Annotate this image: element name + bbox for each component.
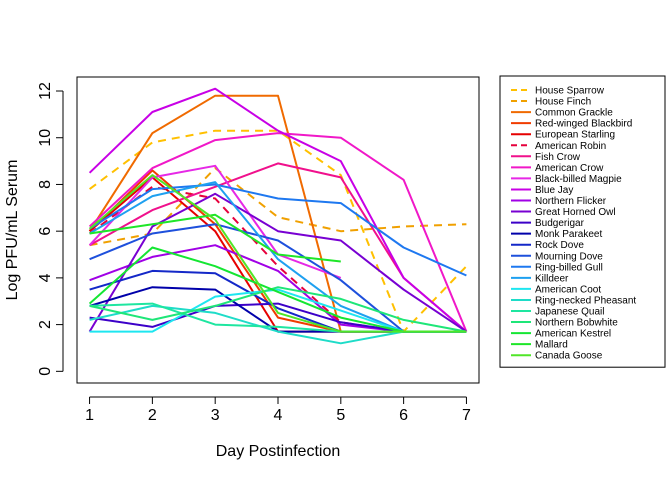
series-line-canada-goose <box>88 174 467 333</box>
legend-label-fish-crow: Fish Crow <box>535 152 581 163</box>
series-line-mallard <box>89 213 341 263</box>
series-line-american-crow <box>88 132 468 332</box>
y-tick-label: 8 <box>37 180 54 189</box>
legend-label-rock-dove: Rock Dove <box>535 240 584 251</box>
legend-label-japanese-quail: Japanese Quail <box>535 307 605 318</box>
legend-label-american-crow: American Crow <box>535 163 604 174</box>
legend-label-canada-goose: Canada Goose <box>535 351 603 362</box>
legend-label-red-winged-blackbird: Red-winged Blackbird <box>535 119 632 130</box>
legend-label-american-kestrel: American Kestrel <box>535 329 611 340</box>
y-axis-title: Log PFU/mL Serum <box>4 160 21 301</box>
series-line-great-horned-owl <box>88 192 467 333</box>
legend-label-european-starling: European Starling <box>535 130 615 141</box>
series-line-blue-jay <box>88 87 468 333</box>
legend-label-northern-bobwhite: Northern Bobwhite <box>535 318 618 329</box>
legend-label-killdeer: Killdeer <box>535 273 569 284</box>
legend-label-american-coot: American Coot <box>535 284 601 295</box>
legend-label-ring-billed-gull: Ring-billed Gull <box>535 262 603 273</box>
x-tick-label: 6 <box>399 407 408 424</box>
legend-box <box>499 75 666 368</box>
legend-label-northern-flicker: Northern Flicker <box>535 196 607 207</box>
series-line-ring-billed-gull <box>89 183 467 277</box>
legend-label-house-sparrow: House Sparrow <box>535 86 605 97</box>
legend-label-blue-jay: Blue Jay <box>535 185 573 196</box>
legend-label-ring-necked-pheasant: Ring-necked Pheasant <box>535 295 636 306</box>
x-tick-label: 5 <box>336 407 345 424</box>
x-tick-label: 3 <box>211 407 220 424</box>
legend-label-budgerigar: Budgerigar <box>535 218 585 229</box>
legend-label-house-finch: House Finch <box>535 97 591 108</box>
y-tick-label: 2 <box>37 320 54 329</box>
legend-label-common-grackle: Common Grackle <box>535 108 613 119</box>
legend-label-mallard: Mallard <box>535 340 568 351</box>
y-tick-label: 0 <box>37 367 54 376</box>
y-tick-label: 10 <box>37 129 54 147</box>
plot-box <box>76 76 480 384</box>
legend-label-american-robin: American Robin <box>535 141 606 152</box>
y-tick-label: 4 <box>37 273 54 282</box>
legend-label-black-billed-magpie: Black-billed Magpie <box>535 174 622 185</box>
x-axis: 1 2 3 4 5 6 7 <box>85 396 471 424</box>
y-tick-label: 6 <box>37 227 54 236</box>
legend-label-great-horned-owl: Great Horned Owl <box>535 207 616 218</box>
series-line-black-billed-magpie <box>88 164 342 279</box>
legend-label-mourning-dove: Mourning Dove <box>535 251 603 262</box>
legend-label-monk-parakeet: Monk Parakeet <box>535 229 602 240</box>
x-tick-label: 2 <box>148 407 157 424</box>
x-tick-label: 4 <box>274 407 283 424</box>
series-layer <box>88 87 468 345</box>
x-tick-label: 1 <box>85 407 94 424</box>
x-tick-label: 7 <box>462 407 471 424</box>
x-axis-title: Day Postinfection <box>216 443 341 460</box>
y-axis: 0 2 4 6 8 10 12 <box>37 82 64 376</box>
series-line-northern-bobwhite <box>89 286 467 333</box>
y-tick-label: 12 <box>37 82 54 100</box>
